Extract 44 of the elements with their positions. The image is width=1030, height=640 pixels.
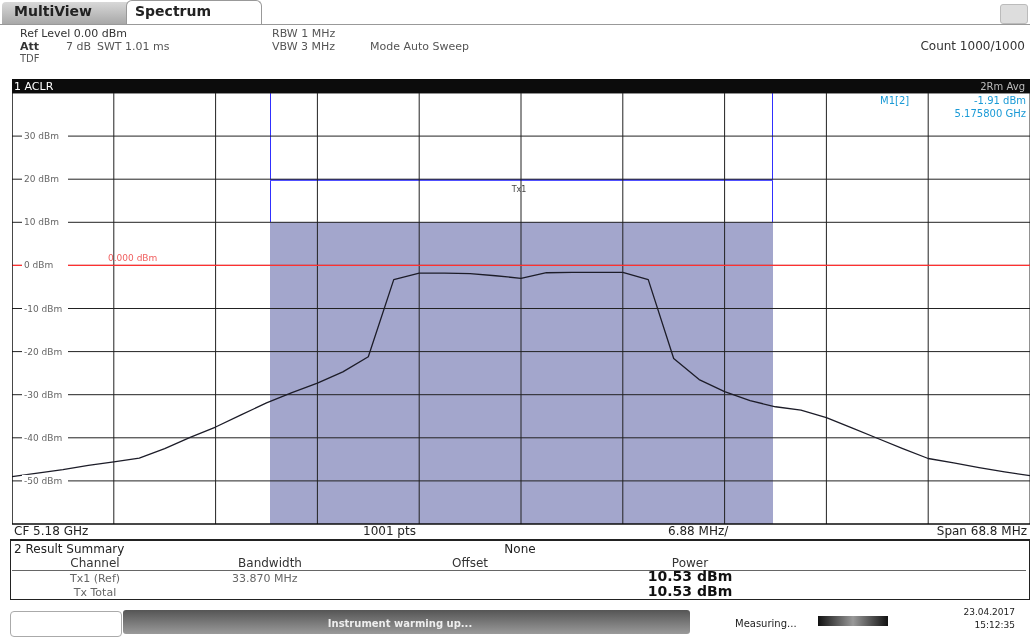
- text: Count 1000/1000: [920, 39, 1025, 53]
- text: Att: [20, 40, 40, 53]
- annotation: 5.175800 GHz: [954, 107, 1026, 120]
- text: 10.53 dBm: [647, 583, 733, 599]
- annotation: Span 68.8 MHz: [936, 524, 1027, 538]
- text: 2 Result Summary: [14, 542, 125, 556]
- y-tick-label: -20 dBm: [24, 346, 63, 357]
- text: SWT 1.01 ms: [97, 40, 170, 53]
- text: Tx1 (Ref): [69, 572, 121, 585]
- text: Power: [671, 556, 709, 570]
- y-tick-label: 0 dBm: [24, 260, 54, 271]
- annotation: 6.88 MHz/: [668, 524, 729, 538]
- text: Mode Auto Sweep: [370, 40, 469, 53]
- text: 7 dB: [66, 40, 92, 53]
- annotation: CF 5.18 GHz: [14, 524, 89, 538]
- annotation: -1.91 dBm: [973, 94, 1026, 107]
- text: Ref Level 0.00 dBm: [20, 27, 128, 40]
- text: None: [504, 542, 536, 556]
- text: VBW 3 MHz: [272, 40, 336, 53]
- y-tick-label: -40 dBm: [24, 432, 63, 443]
- text: Offset: [451, 556, 489, 570]
- text: Channel: [70, 556, 120, 570]
- y-tick-label: 20 dBm: [24, 174, 59, 185]
- text: Spectrum: [135, 3, 212, 19]
- text: Instrument warming up...: [327, 617, 473, 630]
- annotation: 1 ACLR: [14, 80, 54, 93]
- y-tick-label: 30 dBm: [24, 131, 59, 142]
- text: Tx Total: [73, 586, 117, 599]
- text: MultiView: [14, 3, 93, 19]
- text: 33.870 MHz: [232, 572, 298, 585]
- y-tick-label: -10 dBm: [24, 303, 63, 314]
- annotation: M1[2]: [880, 94, 910, 107]
- y-tick-label: -30 dBm: [24, 389, 63, 400]
- text: Bandwidth: [238, 556, 302, 570]
- text: TDF: [20, 52, 40, 65]
- annotation: 1001 pts: [363, 524, 416, 538]
- text: 23.04.2017: [963, 606, 1015, 619]
- y-tick-label: -50 dBm: [24, 475, 63, 486]
- y-tick-label: 10 dBm: [24, 217, 59, 228]
- text: 2Rm Avg: [980, 80, 1025, 93]
- text: RBW 1 MHz: [272, 27, 336, 40]
- text: 15:12:35: [974, 619, 1015, 632]
- text: Measuring...: [735, 617, 797, 630]
- text: 10.53 dBm: [647, 568, 733, 584]
